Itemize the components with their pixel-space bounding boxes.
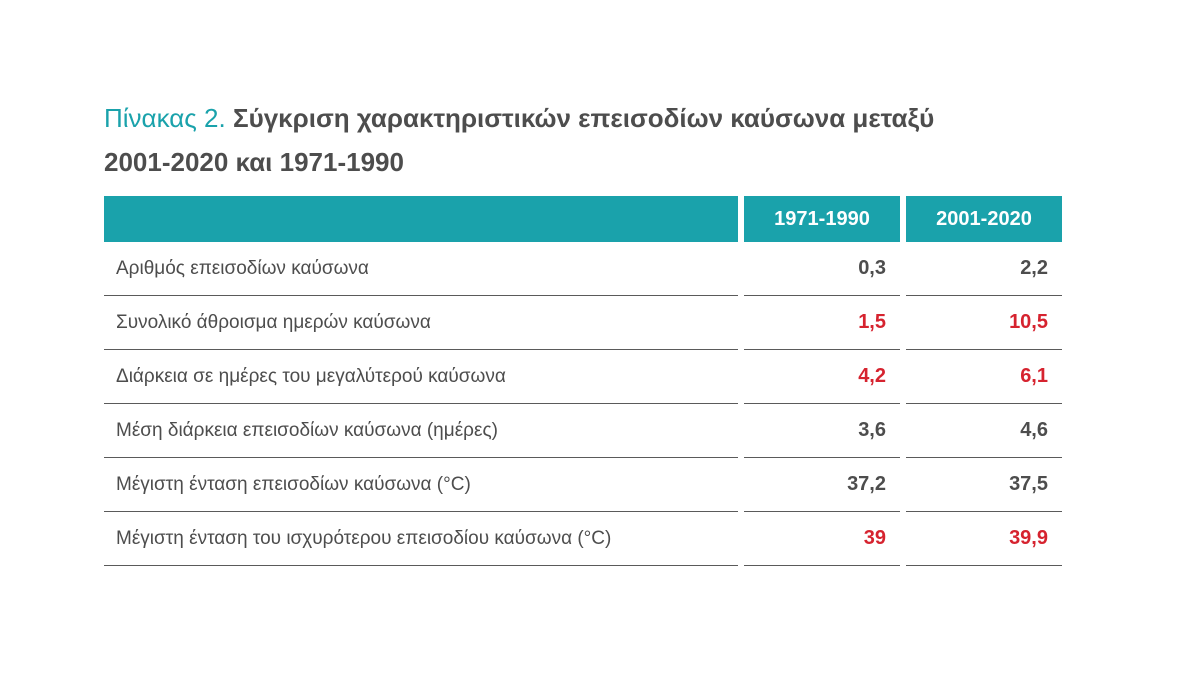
value-1971-1990: 37,2 [744, 458, 900, 512]
value-1971-1990: 0,3 [744, 242, 900, 296]
table-row: Αριθμός επεισοδίων καύσωνα 0,3 2,2 [104, 242, 1062, 296]
table-header: 1971-1990 2001-2020 [104, 196, 1062, 242]
comparison-table: 1971-1990 2001-2020 Αριθμός επεισοδίων κ… [104, 196, 1062, 566]
table-body: Αριθμός επεισοδίων καύσωνα 0,3 2,2 Συνολ… [104, 242, 1062, 566]
value-1971-1990: 39 [744, 512, 900, 566]
value-2001-2020: 4,6 [906, 404, 1062, 458]
header-label-cell [104, 196, 738, 242]
column-header-2001-2020: 2001-2020 [906, 196, 1062, 242]
row-label: Μέση διάρκεια επεισοδίων καύσωνα (ημέρες… [104, 404, 738, 458]
table-title-line1: Σύγκριση χαρακτηριστικών επεισοδίων καύσ… [232, 103, 935, 133]
value-2001-2020: 39,9 [906, 512, 1062, 566]
table-title: Πίνακας 2. Σύγκριση χαρακτηριστικών επει… [104, 96, 1064, 184]
row-label: Διάρκεια σε ημέρες του μεγαλύτερού καύσω… [104, 350, 738, 404]
value-1971-1990: 4,2 [744, 350, 900, 404]
table-row: Συνολικό άθροισμα ημερών καύσωνα 1,5 10,… [104, 296, 1062, 350]
table-row: Διάρκεια σε ημέρες του μεγαλύτερού καύσω… [104, 350, 1062, 404]
table-row: Μέγιστη ένταση επεισοδίων καύσωνα (°C) 3… [104, 458, 1062, 512]
table-row: Μέγιστη ένταση του ισχυρότερου επεισοδίο… [104, 512, 1062, 566]
row-label: Αριθμός επεισοδίων καύσωνα [104, 242, 738, 296]
header-gap [738, 196, 744, 242]
column-header-1971-1990: 1971-1990 [744, 196, 900, 242]
value-2001-2020: 10,5 [906, 296, 1062, 350]
value-2001-2020: 2,2 [906, 242, 1062, 296]
row-label: Μέγιστη ένταση επεισοδίων καύσωνα (°C) [104, 458, 738, 512]
value-2001-2020: 37,5 [906, 458, 1062, 512]
value-1971-1990: 3,6 [744, 404, 900, 458]
value-1971-1990: 1,5 [744, 296, 900, 350]
row-label: Συνολικό άθροισμα ημερών καύσωνα [104, 296, 738, 350]
table-row: Μέση διάρκεια επεισοδίων καύσωνα (ημέρες… [104, 404, 1062, 458]
value-2001-2020: 6,1 [906, 350, 1062, 404]
table-title-line2: 2001-2020 και 1971-1990 [104, 147, 404, 177]
row-label: Μέγιστη ένταση του ισχυρότερου επεισοδίο… [104, 512, 738, 566]
table-number-label: Πίνακας 2. [104, 103, 226, 133]
